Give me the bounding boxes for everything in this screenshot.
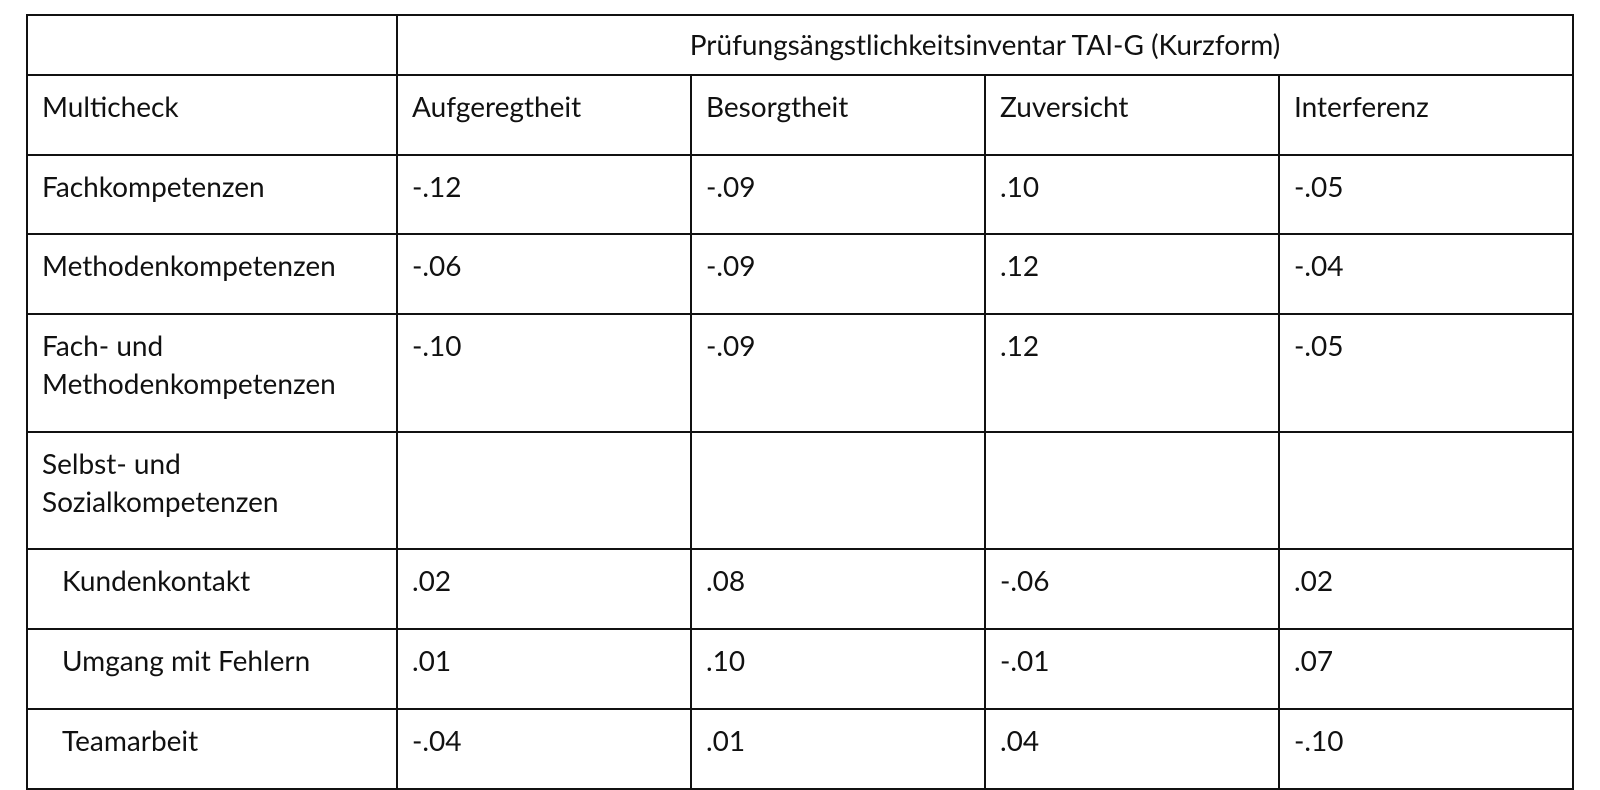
row-label: Selbst- und Sozialkompetenzen <box>27 432 397 550</box>
cell-value: .07 <box>1279 629 1573 709</box>
row-label: Methodenkompetenzen <box>27 234 397 314</box>
col-header-1: Besorgtheit <box>691 75 985 155</box>
cell-value <box>397 432 691 550</box>
correlation-table: Prüfungsängstlichkeitsinventar TAI-G (Ku… <box>26 14 1574 790</box>
header-blank-cell <box>27 15 397 75</box>
table-header-row-spanner: Prüfungsängstlichkeitsinventar TAI-G (Ku… <box>27 15 1573 75</box>
row-label: Kundenkontakt <box>27 549 397 629</box>
cell-value: .01 <box>691 709 985 789</box>
table-row: Kundenkontakt.02.08-.06.02 <box>27 549 1573 629</box>
cell-value: -.04 <box>397 709 691 789</box>
cell-value <box>691 432 985 550</box>
cell-value: .12 <box>985 234 1279 314</box>
cell-value: .12 <box>985 314 1279 432</box>
row-header-title: Multicheck <box>27 75 397 155</box>
table-row: Selbst- und Sozialkompetenzen <box>27 432 1573 550</box>
row-label: Fachkompetenzen <box>27 155 397 235</box>
table-row: Fach- und Methodenkompetenzen-.10-.09.12… <box>27 314 1573 432</box>
cell-value: -.06 <box>985 549 1279 629</box>
table-body: Fachkompetenzen-.12-.09.10-.05Methodenko… <box>27 155 1573 789</box>
cell-value: .04 <box>985 709 1279 789</box>
row-label: Fach- und Methodenkompetenzen <box>27 314 397 432</box>
cell-value: -.06 <box>397 234 691 314</box>
col-header-3: Interferenz <box>1279 75 1573 155</box>
table-row: Fachkompetenzen-.12-.09.10-.05 <box>27 155 1573 235</box>
cell-value: -.05 <box>1279 155 1573 235</box>
cell-value: .02 <box>1279 549 1573 629</box>
cell-value: .01 <box>397 629 691 709</box>
table-row: Methodenkompetenzen-.06-.09.12-.04 <box>27 234 1573 314</box>
cell-value: .10 <box>691 629 985 709</box>
cell-value: .08 <box>691 549 985 629</box>
row-label: Umgang mit Fehlern <box>27 629 397 709</box>
cell-value <box>985 432 1279 550</box>
column-spanner-title: Prüfungsängstlichkeitsinventar TAI-G (Ku… <box>397 15 1573 75</box>
table-header-row-columns: Multicheck Aufgeregtheit Besorgtheit Zuv… <box>27 75 1573 155</box>
cell-value: -.09 <box>691 314 985 432</box>
cell-value: -.10 <box>397 314 691 432</box>
table-row: Teamarbeit-.04.01.04-.10 <box>27 709 1573 789</box>
cell-value: -.09 <box>691 234 985 314</box>
col-header-2: Zuversicht <box>985 75 1279 155</box>
cell-value: -.04 <box>1279 234 1573 314</box>
cell-value: -.05 <box>1279 314 1573 432</box>
table-row: Umgang mit Fehlern.01.10-.01.07 <box>27 629 1573 709</box>
cell-value: .10 <box>985 155 1279 235</box>
cell-value: -.10 <box>1279 709 1573 789</box>
col-header-0: Aufgeregtheit <box>397 75 691 155</box>
cell-value: -.12 <box>397 155 691 235</box>
row-label: Teamarbeit <box>27 709 397 789</box>
cell-value <box>1279 432 1573 550</box>
cell-value: -.01 <box>985 629 1279 709</box>
cell-value: -.09 <box>691 155 985 235</box>
cell-value: .02 <box>397 549 691 629</box>
